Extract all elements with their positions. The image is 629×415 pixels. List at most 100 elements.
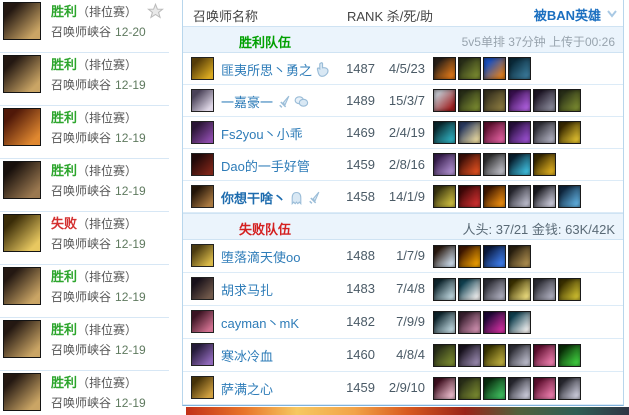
item-icon[interactable] bbox=[483, 311, 506, 334]
item-icon[interactable] bbox=[558, 185, 581, 208]
item-icon[interactable] bbox=[508, 245, 531, 268]
player-name-wrap: 你想干啥丶 bbox=[221, 188, 320, 207]
item-icon[interactable] bbox=[533, 153, 556, 176]
champion-icon[interactable] bbox=[191, 343, 214, 366]
item-icon[interactable] bbox=[458, 57, 481, 80]
champion-icon[interactable] bbox=[191, 310, 214, 333]
item-icon[interactable] bbox=[533, 121, 556, 144]
kda-value: 2/4/19 bbox=[388, 125, 425, 140]
champion-icon[interactable] bbox=[191, 185, 214, 208]
item-icon[interactable] bbox=[458, 121, 481, 144]
player-row: Fs2you丶小乖 1469 2/4/19 bbox=[183, 117, 623, 149]
item-icon[interactable] bbox=[508, 153, 531, 176]
player-name-link[interactable]: 萨满之心 bbox=[221, 382, 274, 397]
match-entry-text: 胜利（排位赛） 召唤师峡谷 12-19 bbox=[51, 55, 169, 95]
banned-champions-toggle[interactable]: 被BAN英雄 bbox=[533, 8, 601, 23]
item-icon[interactable] bbox=[483, 57, 506, 80]
item-icon[interactable] bbox=[433, 185, 456, 208]
item-icon[interactable] bbox=[533, 344, 556, 367]
item-icon[interactable] bbox=[433, 89, 456, 112]
item-icon[interactable] bbox=[433, 57, 456, 80]
match-history-entry[interactable]: 胜利（排位赛） 召唤师峡谷 12-19 bbox=[0, 53, 169, 106]
champion-icon[interactable] bbox=[191, 89, 214, 112]
item-icon[interactable] bbox=[558, 377, 581, 400]
losing-team-label: 失败队伍 bbox=[239, 222, 292, 237]
item-icon[interactable] bbox=[558, 344, 581, 367]
player-row: 堕落滴天使oo 1488 1/7/9 bbox=[183, 240, 623, 273]
item-icon[interactable] bbox=[558, 278, 581, 301]
match-history-entry[interactable]: 胜利（排位赛） 召唤师峡谷 12-20 bbox=[0, 0, 169, 53]
champion-icon[interactable] bbox=[191, 376, 214, 399]
match-history-entry[interactable]: 胜利（排位赛） 召唤师峡谷 12-19 bbox=[0, 106, 169, 159]
match-history-entry[interactable]: 失败（排位赛） 召唤师峡谷 12-19 bbox=[0, 212, 169, 265]
ghost-icon bbox=[290, 191, 303, 205]
item-icon[interactable] bbox=[458, 245, 481, 268]
item-icon[interactable] bbox=[533, 89, 556, 112]
match-meta-info: 5v5单排 37分钟 上传于00:26 bbox=[461, 35, 615, 49]
item-icon[interactable] bbox=[508, 89, 531, 112]
item-icon[interactable] bbox=[508, 311, 531, 334]
item-icon[interactable] bbox=[508, 185, 531, 208]
item-icon[interactable] bbox=[433, 278, 456, 301]
item-icon[interactable] bbox=[508, 344, 531, 367]
champion-icon[interactable] bbox=[191, 244, 214, 267]
item-icon[interactable] bbox=[433, 377, 456, 400]
player-name-link[interactable]: 堕落滴天使oo bbox=[221, 250, 301, 265]
hand-icon bbox=[316, 62, 330, 77]
item-icon[interactable] bbox=[433, 121, 456, 144]
item-icon[interactable] bbox=[458, 185, 481, 208]
match-history-entry[interactable]: 胜利（排位赛） 召唤师峡谷 12-19 bbox=[0, 318, 169, 371]
item-icon[interactable] bbox=[458, 344, 481, 367]
chevron-down-icon[interactable] bbox=[606, 9, 618, 19]
item-icon[interactable] bbox=[483, 344, 506, 367]
item-icon[interactable] bbox=[483, 153, 506, 176]
column-header-rank-kda: RANK 杀/死/助 bbox=[347, 9, 433, 24]
ad-banner[interactable] bbox=[186, 407, 629, 415]
item-icon[interactable] bbox=[433, 311, 456, 334]
item-icon[interactable] bbox=[483, 278, 506, 301]
kda-value: 7/4/8 bbox=[396, 281, 425, 296]
favorite-star-icon[interactable] bbox=[147, 2, 164, 20]
player-name-link[interactable]: Dao的一手好管 bbox=[221, 159, 310, 174]
item-icon[interactable] bbox=[458, 311, 481, 334]
item-icon[interactable] bbox=[533, 377, 556, 400]
item-icon[interactable] bbox=[508, 121, 531, 144]
player-name-link[interactable]: 匪夷所思丶勇之 bbox=[221, 63, 313, 78]
player-name-link[interactable]: cayman丶mK bbox=[221, 316, 300, 331]
match-map: 召唤师峡谷 bbox=[51, 290, 112, 304]
champion-icon[interactable] bbox=[191, 121, 214, 144]
champion-icon[interactable] bbox=[191, 153, 214, 176]
item-icon[interactable] bbox=[558, 89, 581, 112]
match-history-entry[interactable]: 胜利（排位赛） 召唤师峡谷 12-19 bbox=[0, 159, 169, 212]
match-history-entry[interactable]: 胜利（排位赛） 召唤师峡谷 12-19 bbox=[0, 265, 169, 318]
item-build bbox=[433, 89, 581, 112]
item-icon[interactable] bbox=[458, 89, 481, 112]
item-icon[interactable] bbox=[483, 377, 506, 400]
item-icon[interactable] bbox=[483, 121, 506, 144]
item-icon[interactable] bbox=[508, 377, 531, 400]
item-icon[interactable] bbox=[458, 377, 481, 400]
item-icon[interactable] bbox=[558, 121, 581, 144]
item-icon[interactable] bbox=[458, 278, 481, 301]
item-icon[interactable] bbox=[458, 153, 481, 176]
match-history-entry[interactable]: 胜利（排位赛） 召唤师峡谷 12-19 bbox=[0, 371, 169, 415]
player-name-link[interactable]: 你想干啥丶 bbox=[221, 191, 287, 206]
item-icon[interactable] bbox=[433, 153, 456, 176]
player-name-link[interactable]: 一嘉豪一 bbox=[221, 95, 274, 110]
item-icon[interactable] bbox=[508, 57, 531, 80]
item-build bbox=[433, 344, 581, 367]
player-name-link[interactable]: Fs2you丶小乖 bbox=[221, 127, 303, 142]
item-icon[interactable] bbox=[483, 245, 506, 268]
item-icon[interactable] bbox=[533, 185, 556, 208]
item-icon[interactable] bbox=[433, 344, 456, 367]
item-icon[interactable] bbox=[508, 278, 531, 301]
player-name-link[interactable]: 寒冰冷血 bbox=[221, 349, 274, 364]
item-icon[interactable] bbox=[433, 245, 456, 268]
item-icon[interactable] bbox=[533, 278, 556, 301]
champion-icon[interactable] bbox=[191, 277, 214, 300]
player-name-link[interactable]: 胡求马扎 bbox=[221, 283, 274, 298]
champion-icon[interactable] bbox=[191, 57, 214, 80]
item-icon[interactable] bbox=[483, 185, 506, 208]
item-icon[interactable] bbox=[483, 89, 506, 112]
